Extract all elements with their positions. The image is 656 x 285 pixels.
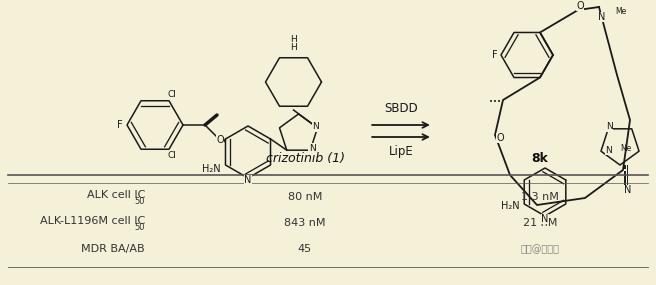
- Text: Cl: Cl: [167, 90, 176, 99]
- Text: LipE: LipE: [388, 144, 413, 158]
- Text: N: N: [541, 214, 548, 224]
- Text: Me: Me: [620, 144, 631, 153]
- Text: ALK cell IC: ALK cell IC: [87, 190, 145, 200]
- Text: N: N: [625, 185, 632, 195]
- Text: O: O: [576, 1, 584, 11]
- Text: O: O: [216, 135, 224, 145]
- Text: 8k: 8k: [531, 152, 548, 165]
- Text: 1.3 nM: 1.3 nM: [521, 192, 559, 202]
- Text: crizotinib (1): crizotinib (1): [266, 152, 344, 165]
- Text: 50: 50: [134, 223, 145, 231]
- Text: N: N: [605, 146, 612, 155]
- Text: H: H: [290, 35, 297, 44]
- Text: N: N: [309, 144, 316, 153]
- Text: 45: 45: [298, 244, 312, 254]
- Text: H₂N: H₂N: [202, 164, 221, 174]
- Text: H: H: [290, 42, 297, 52]
- Text: Me: Me: [615, 7, 626, 17]
- Text: 50: 50: [134, 196, 145, 205]
- Text: MDR BA/AB: MDR BA/AB: [81, 244, 145, 254]
- Text: ALK-L1196M cell IC: ALK-L1196M cell IC: [40, 216, 145, 226]
- Text: F: F: [117, 120, 123, 130]
- Text: F: F: [492, 50, 498, 60]
- Text: Cl: Cl: [167, 151, 176, 160]
- Text: N: N: [312, 122, 319, 131]
- Text: SBDD: SBDD: [384, 103, 418, 115]
- Text: 80 nM: 80 nM: [288, 192, 322, 202]
- Text: N: N: [598, 12, 605, 22]
- Text: •••: •••: [489, 99, 501, 105]
- Text: H₂N: H₂N: [501, 201, 520, 211]
- Text: O: O: [496, 133, 504, 143]
- Text: 21 nM: 21 nM: [523, 218, 557, 228]
- Text: N: N: [606, 122, 613, 131]
- Text: 头条@药智网: 头条@药智网: [520, 244, 560, 254]
- Text: N: N: [244, 175, 252, 185]
- Text: 843 nM: 843 nM: [284, 218, 326, 228]
